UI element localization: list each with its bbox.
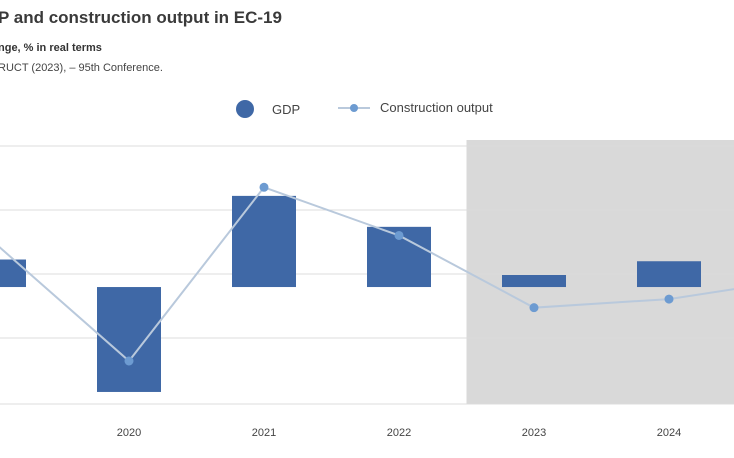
- legend-label-construction: Construction output: [380, 100, 493, 115]
- x-tick-label: 2022: [387, 427, 411, 439]
- point-construction-2024: [664, 294, 674, 304]
- chart-source: RUCT (2023), – 95th Conference.: [0, 62, 163, 74]
- chart-subtitle: nge, % in real terms: [0, 42, 102, 54]
- bar-gdp-2021: [232, 195, 296, 288]
- legend-item-construction: Construction output: [338, 100, 493, 115]
- point-construction-2020: [124, 356, 134, 366]
- bar-gdp-2023: [502, 275, 566, 288]
- legend-item-gdp: GDP: [236, 100, 300, 118]
- bar-gdp-19: [0, 259, 26, 288]
- legend-label-gdp: GDP: [272, 101, 301, 117]
- point-construction-2022: [394, 230, 404, 240]
- bar-gdp-2020: [97, 287, 161, 392]
- x-tick-label: 2024: [657, 427, 681, 439]
- chart-title: P and construction output in EC-19: [0, 8, 282, 27]
- point-construction-2023: [529, 303, 539, 313]
- x-tick-label: 2021: [252, 427, 276, 439]
- point-construction-2021: [259, 182, 269, 192]
- legend-swatch-gdp: [236, 100, 254, 118]
- bar-gdp-2024: [637, 261, 701, 288]
- chart-plot: 1920202021202220232024: [0, 140, 734, 439]
- x-tick-label: 2020: [117, 427, 141, 439]
- legend-swatch-construction: [338, 103, 370, 112]
- x-tick-label: 2023: [522, 427, 546, 439]
